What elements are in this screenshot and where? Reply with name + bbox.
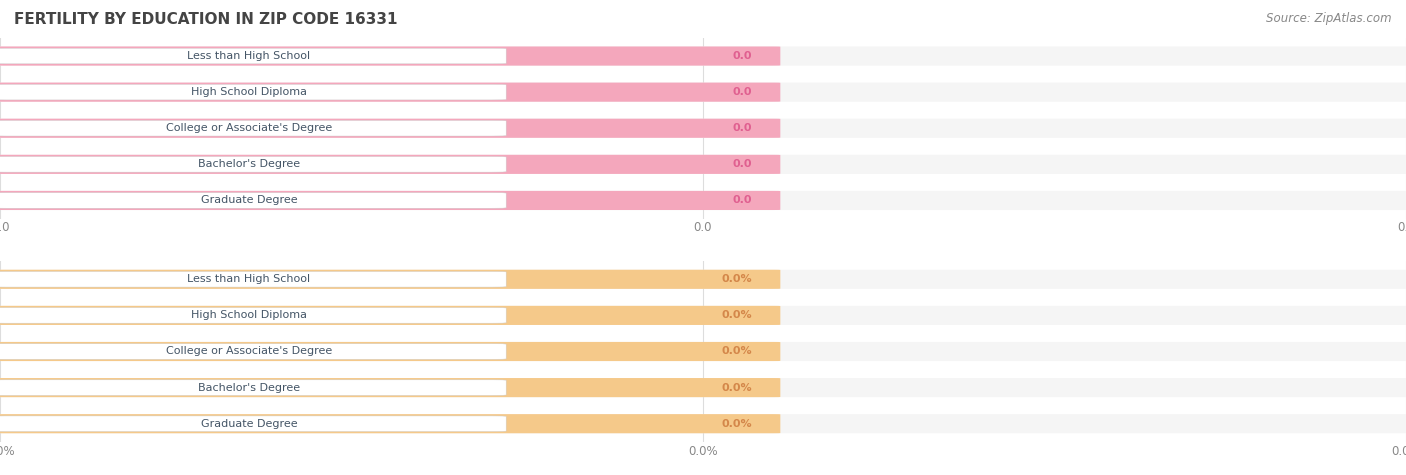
FancyBboxPatch shape (0, 193, 506, 208)
FancyBboxPatch shape (0, 416, 506, 431)
Text: 0.0: 0.0 (733, 159, 752, 170)
FancyBboxPatch shape (0, 380, 506, 395)
Text: Source: ZipAtlas.com: Source: ZipAtlas.com (1267, 12, 1392, 25)
FancyBboxPatch shape (0, 414, 780, 433)
FancyBboxPatch shape (0, 191, 1406, 210)
Text: Bachelor's Degree: Bachelor's Degree (198, 382, 299, 393)
FancyBboxPatch shape (0, 272, 506, 287)
FancyBboxPatch shape (0, 378, 780, 397)
FancyBboxPatch shape (0, 85, 506, 100)
FancyBboxPatch shape (0, 157, 506, 172)
FancyBboxPatch shape (0, 414, 1406, 433)
Text: 0.0: 0.0 (733, 87, 752, 97)
Text: 0.0: 0.0 (733, 51, 752, 61)
Text: 0.0: 0.0 (733, 195, 752, 206)
FancyBboxPatch shape (0, 83, 1406, 102)
FancyBboxPatch shape (0, 342, 1406, 361)
Text: 0.0%: 0.0% (721, 382, 752, 393)
FancyBboxPatch shape (0, 155, 780, 174)
FancyBboxPatch shape (0, 344, 506, 359)
Text: 0.0%: 0.0% (721, 418, 752, 429)
Text: Graduate Degree: Graduate Degree (201, 195, 297, 206)
FancyBboxPatch shape (0, 306, 780, 325)
Text: College or Associate's Degree: College or Associate's Degree (166, 346, 332, 357)
FancyBboxPatch shape (0, 48, 506, 64)
Text: 0.0%: 0.0% (721, 346, 752, 357)
FancyBboxPatch shape (0, 121, 506, 136)
FancyBboxPatch shape (0, 191, 780, 210)
FancyBboxPatch shape (0, 47, 1406, 66)
FancyBboxPatch shape (0, 270, 1406, 289)
FancyBboxPatch shape (0, 342, 780, 361)
FancyBboxPatch shape (0, 119, 780, 138)
Text: 0.0: 0.0 (733, 123, 752, 133)
Text: Less than High School: Less than High School (187, 274, 311, 285)
FancyBboxPatch shape (0, 119, 1406, 138)
FancyBboxPatch shape (0, 83, 780, 102)
Text: College or Associate's Degree: College or Associate's Degree (166, 123, 332, 133)
Text: High School Diploma: High School Diploma (191, 310, 307, 321)
FancyBboxPatch shape (0, 155, 1406, 174)
FancyBboxPatch shape (0, 306, 1406, 325)
Text: High School Diploma: High School Diploma (191, 87, 307, 97)
FancyBboxPatch shape (0, 378, 1406, 397)
FancyBboxPatch shape (0, 270, 780, 289)
Text: Graduate Degree: Graduate Degree (201, 418, 297, 429)
FancyBboxPatch shape (0, 308, 506, 323)
Text: FERTILITY BY EDUCATION IN ZIP CODE 16331: FERTILITY BY EDUCATION IN ZIP CODE 16331 (14, 12, 398, 27)
Text: 0.0%: 0.0% (721, 310, 752, 321)
Text: 0.0%: 0.0% (721, 274, 752, 285)
FancyBboxPatch shape (0, 47, 780, 66)
Text: Less than High School: Less than High School (187, 51, 311, 61)
Text: Bachelor's Degree: Bachelor's Degree (198, 159, 299, 170)
